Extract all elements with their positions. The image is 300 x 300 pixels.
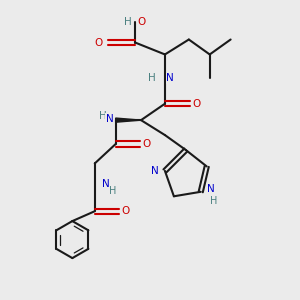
Text: N: N <box>102 179 110 189</box>
Text: O: O <box>137 16 146 27</box>
Text: O: O <box>121 206 129 216</box>
Text: N: N <box>167 73 174 83</box>
Text: N: N <box>151 166 159 176</box>
Text: N: N <box>106 114 113 124</box>
Text: H: H <box>99 111 107 121</box>
Polygon shape <box>116 118 141 122</box>
Text: H: H <box>148 73 155 83</box>
Text: O: O <box>193 99 201 109</box>
Text: O: O <box>142 139 150 149</box>
Text: H: H <box>124 16 131 27</box>
Text: O: O <box>94 38 103 47</box>
Text: N: N <box>207 184 214 194</box>
Text: H: H <box>109 186 116 196</box>
Text: H: H <box>210 196 218 206</box>
